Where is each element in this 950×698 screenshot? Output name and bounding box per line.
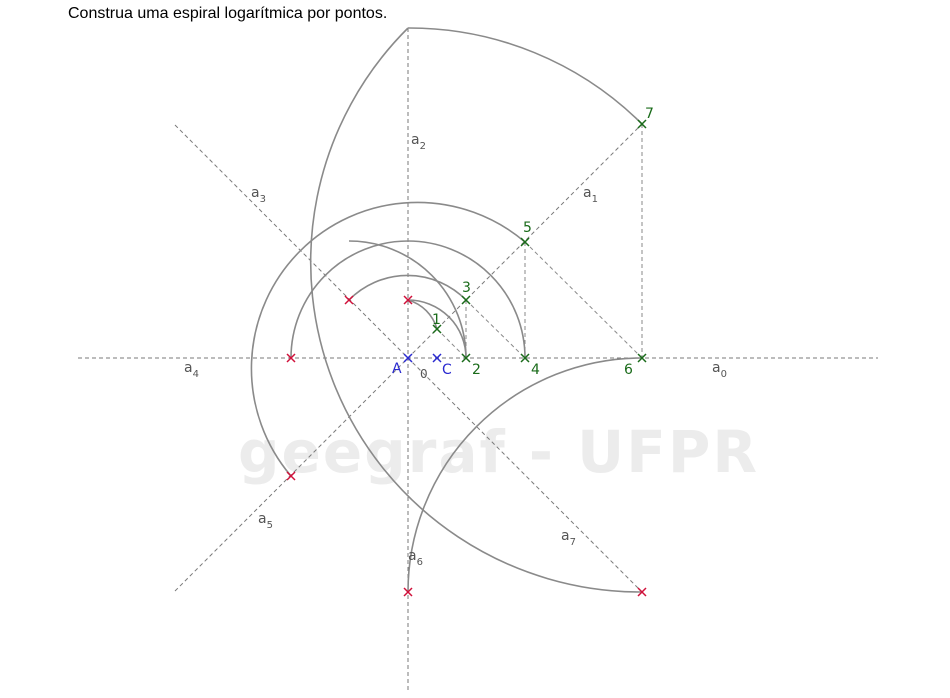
arc-4 [348, 274, 467, 301]
marker-point-3 [461, 295, 471, 305]
arc-8 [309, 27, 643, 593]
marker-point-4 [520, 353, 530, 363]
diag-3-4 [465, 299, 526, 359]
marker-red-a7 [637, 587, 647, 597]
point-markers [286, 119, 647, 597]
label-point-a: A [392, 361, 402, 377]
arc-7 [407, 357, 643, 593]
label-a0: a0 [712, 360, 727, 380]
marker-point-5 [520, 237, 530, 247]
label-point-2: 2 [472, 362, 481, 378]
arc-9 [407, 27, 643, 125]
marker-red-a2 [403, 295, 413, 305]
marker-point-c [432, 353, 442, 363]
label-a1: a1 [583, 185, 598, 205]
label-point-7: 7 [645, 106, 654, 122]
marker-red-a3 [344, 295, 354, 305]
arc-3 [348, 240, 467, 359]
marker-point-1 [432, 324, 442, 334]
diag-5-6 [524, 241, 643, 359]
label-point-1: 1 [432, 312, 441, 328]
marker-red-a4 [286, 353, 296, 363]
label-a2: a2 [411, 132, 426, 152]
diag-1-2 [436, 328, 467, 359]
label-point-5: 5 [523, 220, 532, 236]
label-a6: a6 [408, 548, 423, 568]
arc-1 [407, 299, 438, 330]
label-point-c: C [442, 362, 452, 378]
construction-lines [436, 124, 643, 359]
spiral-arcs [250, 27, 643, 593]
label-origin: 0 [420, 367, 428, 381]
label-point-6: 6 [624, 362, 633, 378]
watermark: geegraf - UFPR [238, 418, 760, 486]
instruction-text: Construa uma espiral logarítmica por pon… [68, 5, 388, 22]
label-a3: a3 [251, 185, 266, 205]
axis-labels: a0 a1 a2 a3 a4 a5 a6 a7 [184, 132, 727, 568]
arc-6 [250, 201, 526, 477]
marker-red-a5 [286, 471, 296, 481]
label-point-3: 3 [462, 280, 471, 296]
marker-point-6 [637, 353, 647, 363]
marker-point-a [403, 353, 413, 363]
arc-5 [290, 240, 526, 359]
point-labels: A 0 C 1 2 3 4 5 6 7 [392, 106, 654, 381]
marker-point-2 [461, 353, 471, 363]
label-point-4: 4 [531, 362, 540, 378]
marker-point-7 [637, 119, 647, 129]
label-a4: a4 [184, 360, 199, 380]
guide-lines [78, 28, 878, 690]
marker-red-a6 [403, 587, 413, 597]
label-a7: a7 [561, 528, 576, 548]
label-a5: a5 [258, 511, 273, 531]
